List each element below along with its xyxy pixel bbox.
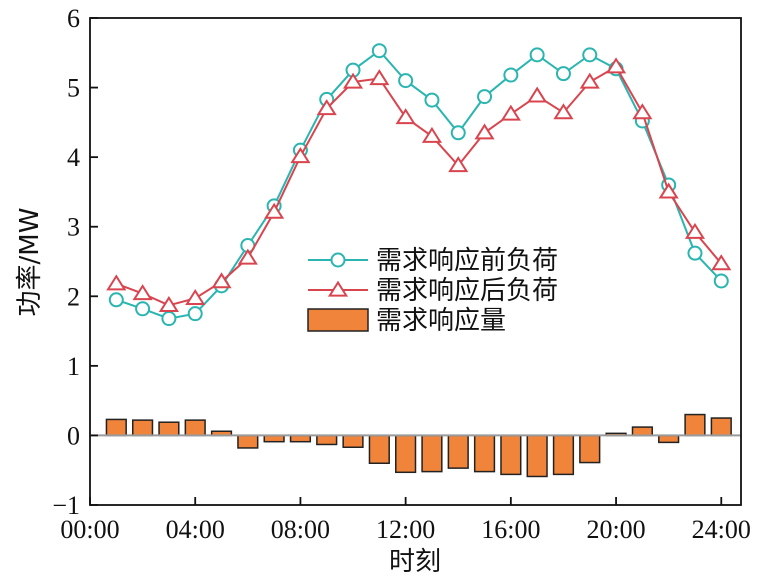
line-series — [106, 43, 732, 327]
y-tick-label: −1 — [52, 491, 80, 520]
data-point — [555, 66, 571, 82]
legend-marker — [327, 280, 349, 297]
data-point — [185, 288, 206, 305]
bar — [105, 418, 127, 437]
data-point — [448, 156, 469, 173]
data-point — [529, 47, 545, 63]
bar-series — [105, 413, 732, 478]
bar — [158, 421, 180, 437]
data-point — [132, 284, 153, 301]
ticks: −1 0 1 2 3 4 5 6 00:00 04:00 08:00 12:00 16:00 20:00 2… — [52, 4, 751, 544]
data-point — [108, 292, 124, 308]
x-axis-title: 时刻 — [389, 547, 441, 577]
legend-marker — [330, 252, 346, 268]
bar — [658, 434, 680, 444]
legend-swatch — [307, 308, 369, 332]
bar — [237, 434, 259, 449]
y-axis-title: 功率/MW — [15, 208, 45, 317]
data-point — [579, 72, 600, 89]
bar — [552, 434, 575, 476]
y-tick-label: 0 — [67, 421, 80, 450]
legend-label: 需求响应量 — [376, 306, 506, 336]
bar — [184, 419, 206, 437]
data-point — [211, 272, 232, 289]
data-point — [711, 254, 732, 271]
data-point — [158, 295, 179, 312]
data-point — [135, 301, 151, 317]
data-point — [582, 47, 598, 63]
bar — [342, 434, 364, 449]
data-point — [658, 182, 679, 199]
x-tick-label: 16:00 — [481, 515, 540, 544]
bar — [395, 434, 417, 474]
plot-frame — [89, 17, 742, 506]
data-point — [713, 273, 729, 289]
data-point — [369, 69, 390, 86]
data-point — [237, 248, 258, 265]
bar — [579, 434, 601, 464]
data-point — [342, 72, 364, 89]
x-tick-label: 00:00 — [60, 515, 119, 544]
y-tick-label: 6 — [67, 4, 80, 33]
data-point — [161, 311, 177, 327]
y-tick-label: 5 — [67, 74, 80, 103]
bar — [631, 426, 653, 437]
data-point — [450, 125, 466, 141]
bar — [447, 434, 469, 469]
data-point — [503, 67, 519, 83]
data-point — [106, 274, 127, 291]
bar — [131, 419, 154, 437]
legend-label: 需求响应后负荷 — [376, 276, 558, 306]
x-tick-label: 08:00 — [271, 515, 330, 544]
data-point — [316, 99, 337, 116]
axes — [89, 17, 742, 506]
legend-label: 需求响应前负荷 — [376, 246, 558, 276]
data-point — [424, 92, 440, 108]
bar — [473, 434, 496, 473]
data-point — [553, 103, 574, 120]
data-point — [421, 126, 442, 143]
x-tick-label: 20:00 — [586, 515, 645, 544]
data-point — [477, 89, 493, 105]
bar — [526, 434, 548, 478]
bar — [368, 434, 390, 465]
bar — [684, 413, 706, 437]
y-tick-label: 2 — [67, 282, 80, 311]
y-tick-label: 4 — [67, 143, 80, 172]
bar — [710, 417, 732, 437]
data-point — [500, 104, 521, 121]
y-tick-label: 1 — [67, 352, 80, 381]
data-point — [395, 108, 416, 125]
data-point — [264, 202, 285, 219]
bar — [421, 434, 443, 473]
data-point — [290, 147, 311, 164]
data-point — [527, 86, 548, 103]
data-point — [398, 73, 414, 89]
data-point — [632, 103, 653, 120]
data-point — [187, 306, 203, 322]
x-tick-label: 24:00 — [692, 515, 751, 544]
bar — [500, 434, 522, 476]
data-point — [687, 245, 703, 261]
bar — [316, 434, 338, 446]
x-tick-label: 04:00 — [166, 515, 225, 544]
y-tick-label: 3 — [67, 213, 80, 242]
data-point — [684, 222, 706, 239]
data-point — [474, 123, 495, 140]
x-tick-label: 12:00 — [376, 515, 435, 544]
data-point — [606, 57, 627, 74]
data-point — [371, 43, 387, 59]
